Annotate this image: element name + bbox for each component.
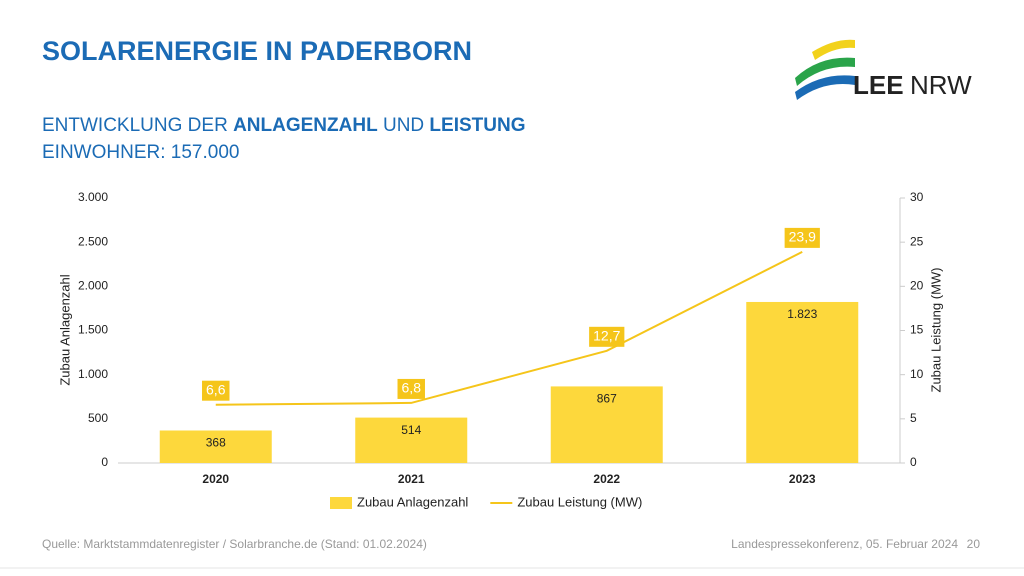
line-value-label: 23,9 [789, 229, 816, 245]
subtitle-part: UND [378, 115, 430, 136]
subtitle-part: ENTWICKLUNG DER [42, 115, 233, 136]
subtitle-part: LEISTUNG [429, 115, 525, 136]
y-tick-label: 1.500 [78, 323, 108, 337]
logo-stripe [812, 39, 855, 60]
bar [746, 301, 859, 463]
page-number: 20 [967, 537, 981, 551]
x-tick-label: 2023 [789, 472, 816, 486]
y-tick-label: 500 [88, 411, 108, 425]
x-tick-label: 2022 [593, 472, 620, 486]
y-tick-label: 1.000 [78, 367, 108, 381]
line-value-label: 6,6 [206, 381, 226, 397]
bar-value-label: 867 [597, 392, 617, 406]
y2-tick-label: 5 [910, 411, 917, 425]
line-value-box [397, 378, 425, 399]
y2-tick-label: 15 [910, 323, 924, 337]
subtitle-2: EINWOHNER: 157.000 [42, 142, 239, 163]
logo-text: NRW [910, 70, 972, 100]
y2-tick-label: 25 [910, 234, 924, 248]
bar-value-label: 514 [401, 423, 421, 437]
subtitle-part: ANLAGENZAHL [233, 115, 378, 136]
line-value-box [589, 326, 625, 347]
line-value-label: 6,8 [402, 380, 422, 396]
y-tick-label: 2.000 [78, 279, 108, 293]
y-tick-label: 0 [101, 455, 108, 469]
y2-tick-label: 30 [910, 190, 924, 204]
line [215, 250, 803, 406]
footer-source: Quelle: Marktstammdatenregister / Solarb… [42, 537, 427, 551]
bar-value-label: 368 [206, 436, 226, 450]
logo-stripe [795, 75, 855, 100]
line-value-box [202, 380, 230, 401]
y-axis-label: Zubau Anlagenzahl [57, 274, 72, 385]
subtitle: ENTWICKLUNG DER ANLAGENZAHL UND LEISTUNG [42, 115, 525, 136]
legend-label: Zubau Leistung (MW) [517, 494, 642, 509]
bar-value-label: 1.823 [787, 307, 817, 321]
line-value-box [784, 227, 820, 248]
footer-event: Landespressekonferenz, 05. Februar 2024 [731, 537, 958, 551]
y-tick-label: 3.000 [78, 190, 108, 204]
y2-tick-label: 0 [910, 455, 917, 469]
y2-axis-label: Zubau Leistung (MW) [928, 268, 943, 393]
legend-label: Zubau Anlagenzahl [357, 494, 468, 509]
y2-tick-label: 10 [910, 367, 924, 381]
legend-swatch [330, 497, 352, 509]
y2-tick-label: 20 [910, 279, 924, 293]
bar [355, 417, 468, 463]
slide-title: SOLARENERGIE IN PADERBORN [42, 36, 472, 66]
logo-text: LEE [853, 70, 904, 100]
y-tick-label: 2.500 [78, 234, 108, 248]
x-tick-label: 2020 [202, 472, 229, 486]
logo: LEE NRW [795, 39, 972, 100]
x-tick-label: 2021 [398, 472, 425, 486]
line-value-label: 12,7 [593, 328, 620, 344]
logo-stripe [795, 57, 855, 86]
bar [550, 386, 663, 463]
bar [159, 430, 272, 463]
